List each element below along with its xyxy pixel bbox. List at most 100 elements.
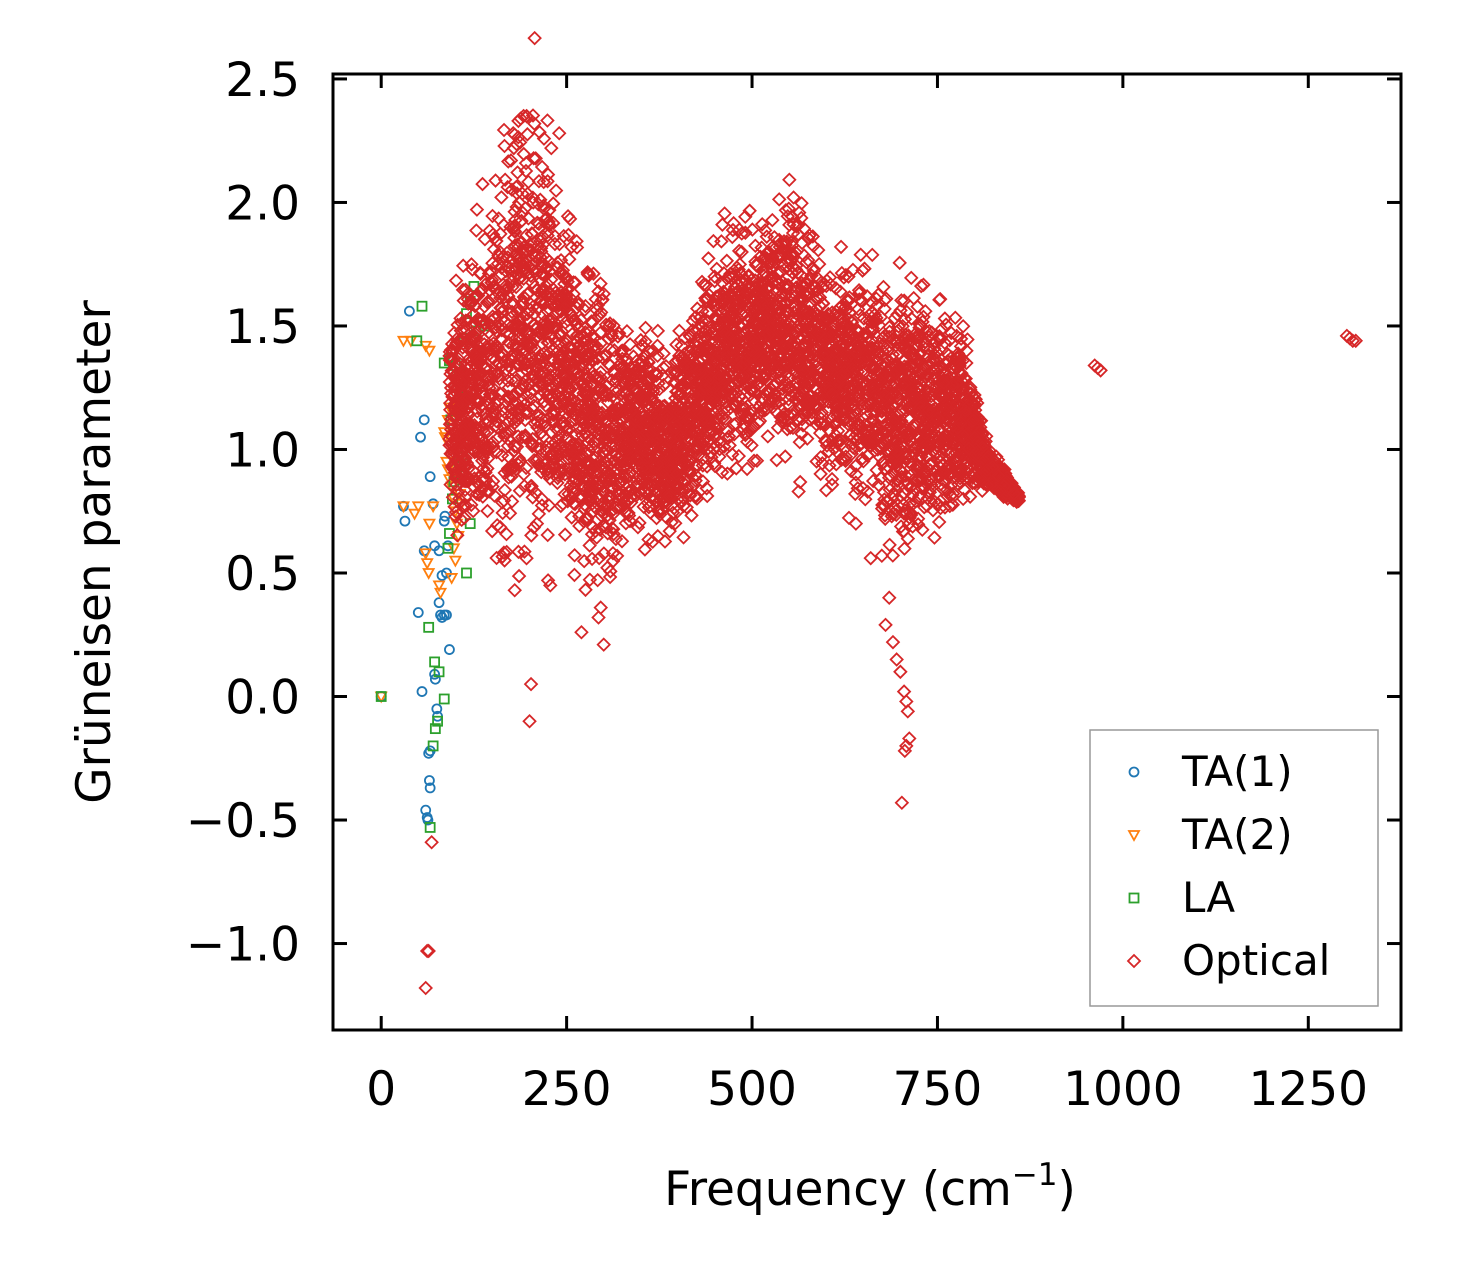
optical-point [920,477,935,492]
optical-point [480,503,495,519]
optical-point [485,309,501,324]
optical-point [864,434,880,450]
optical-point [679,359,695,375]
data-point [375,691,387,702]
optical-point [540,527,555,543]
optical-point [500,431,516,447]
optical-point [791,358,807,374]
optical-point [516,271,531,286]
optical-point [501,470,516,485]
optical-point [515,205,530,220]
optical-point [497,482,513,498]
optical-point [930,496,946,512]
optical-point [772,370,787,385]
optical-point [822,373,837,389]
optical-point [910,299,925,314]
optical-point [505,412,521,427]
optical-point [512,483,528,499]
optical-point [688,489,703,505]
data-marks [374,30,1364,996]
optical-point [582,455,597,471]
optical-point [544,317,560,332]
optical-point [824,471,840,487]
optical-point [553,498,569,514]
data-point [442,542,454,554]
optical-point [782,172,797,187]
data-point [420,558,434,570]
optical-point [553,335,569,351]
optical-point [777,449,793,464]
data-point [411,501,425,514]
optical-point [767,229,782,245]
optical-point [806,263,822,279]
optical-point [494,312,509,327]
data-point [399,515,411,527]
optical-point [512,321,528,336]
optical-point [577,325,593,340]
optical-point [706,298,721,314]
optical-point [897,376,913,391]
optical-point [853,332,868,347]
optical-point [893,519,909,534]
optical-point [575,421,591,436]
optical-point [836,270,852,285]
optical-point [757,328,773,344]
optical-point [720,466,735,481]
optical-point [870,287,886,302]
optical-point [789,303,805,319]
optical-point [500,425,516,440]
optical-point [527,30,542,46]
optical-point [523,386,539,401]
optical-point [914,462,930,478]
optical-point [555,443,570,458]
optical-point [780,209,795,224]
optical-point [480,424,495,439]
optical-point [850,371,866,386]
optical-point [514,429,530,445]
optical-point [646,460,661,475]
optical-point [905,361,920,376]
optical-point [796,221,812,237]
optical-point [809,283,825,299]
optical-point [746,343,761,359]
optical-point [575,397,590,413]
optical-point [540,228,555,243]
optical-point [833,452,849,467]
optical-point [739,461,755,477]
optical-point [596,432,612,447]
optical-point [528,151,543,166]
optical-point [590,496,605,512]
optical-point [650,456,665,472]
optical-point [489,366,505,381]
optical-point [525,190,541,205]
optical-point [873,390,889,405]
optical-point [616,498,631,514]
optical-point [504,182,520,198]
optical-point [769,284,784,300]
optical-point [479,369,495,384]
optical-point [906,290,921,306]
optical-point [547,236,563,252]
optical-point [600,508,615,523]
optical-point [910,517,926,532]
optical-point [682,463,698,478]
optical-point [965,470,980,486]
optical-point [779,422,795,437]
optical-point [784,355,799,370]
optical-point [796,361,812,377]
optical-point [525,437,540,452]
optical-point [873,309,889,325]
optical-point [494,190,509,205]
optical-point [937,474,953,490]
optical-point [444,336,460,352]
optical-point [813,416,828,431]
optical-point [932,332,948,348]
optical-point [885,410,900,426]
optical-point [553,327,569,343]
optical-point [837,379,853,394]
optical-point [557,487,572,502]
optical-point [875,497,890,513]
optical-point [833,284,848,300]
optical-point [851,412,867,427]
